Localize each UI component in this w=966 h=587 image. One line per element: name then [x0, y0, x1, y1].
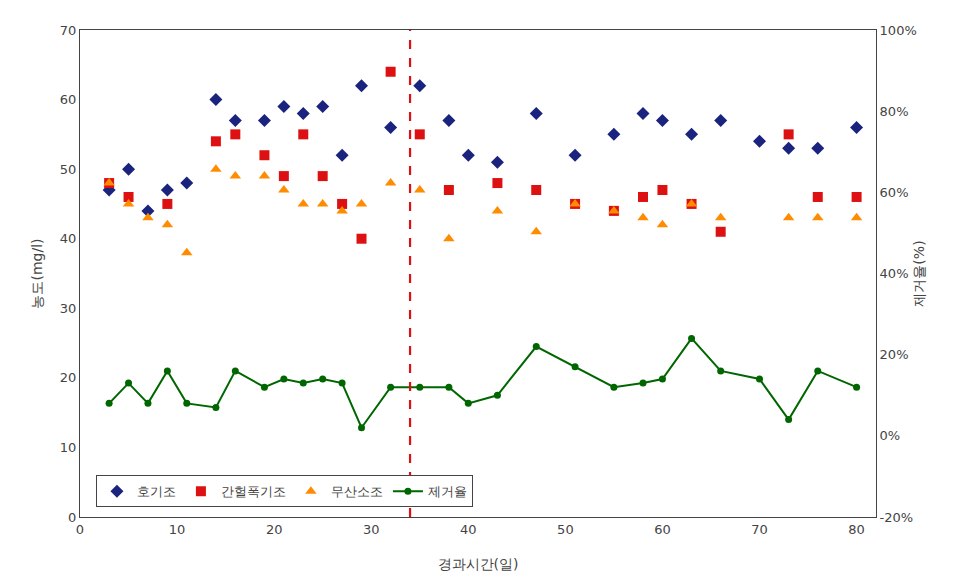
svg-text:10: 10 — [60, 440, 77, 455]
svg-text:경과시간(일): 경과시간(일) — [438, 556, 519, 572]
svg-text:50: 50 — [60, 162, 77, 177]
svg-text:80%: 80% — [880, 104, 909, 119]
svg-text:60: 60 — [60, 92, 77, 107]
svg-text:30: 30 — [60, 301, 77, 316]
svg-text:40%: 40% — [880, 266, 909, 281]
svg-text:10: 10 — [169, 522, 186, 537]
svg-text:70: 70 — [751, 522, 768, 537]
svg-text:20%: 20% — [880, 347, 909, 362]
svg-text:-20%: -20% — [880, 510, 914, 525]
svg-text:0: 0 — [68, 510, 76, 525]
svg-text:40: 40 — [460, 522, 477, 537]
svg-text:호기조: 호기조 — [137, 484, 176, 499]
svg-text:60%: 60% — [880, 185, 909, 200]
svg-text:제거율: 제거율 — [428, 484, 467, 499]
svg-text:간헐폭기조: 간헐폭기조 — [221, 484, 286, 499]
svg-text:80: 80 — [848, 522, 865, 537]
svg-text:무산소조: 무산소조 — [331, 484, 383, 499]
svg-text:20: 20 — [266, 522, 283, 537]
svg-text:0%: 0% — [880, 428, 901, 443]
svg-text:제거율(%): 제거율(%) — [911, 240, 927, 306]
svg-text:40: 40 — [60, 231, 77, 246]
svg-text:50: 50 — [557, 522, 574, 537]
svg-text:30: 30 — [363, 522, 380, 537]
svg-text:농도(mg/l): 농도(mg/l) — [29, 238, 45, 308]
svg-text:100%: 100% — [880, 23, 917, 38]
svg-text:0: 0 — [76, 522, 84, 537]
svg-text:60: 60 — [654, 522, 671, 537]
svg-text:70: 70 — [60, 23, 77, 38]
svg-text:20: 20 — [60, 370, 77, 385]
